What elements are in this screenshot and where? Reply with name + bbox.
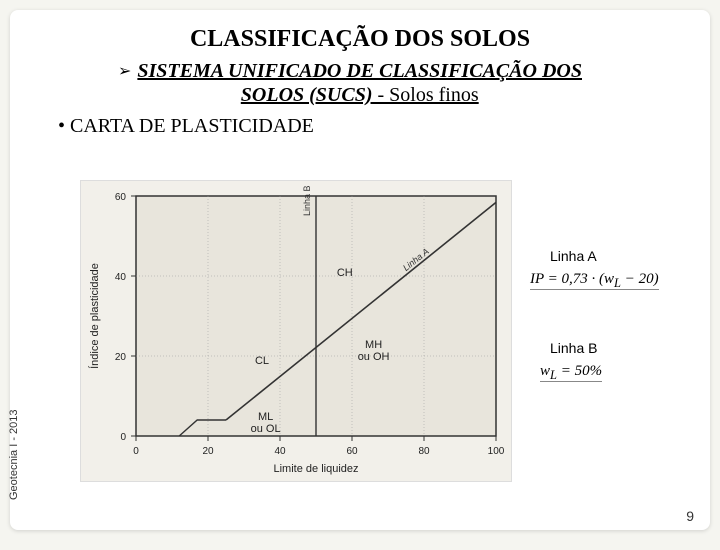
linha-a-label: Linha A: [550, 248, 597, 264]
page-title: CLASSIFICAÇÃO DOS SOLOS: [30, 26, 690, 53]
subtitle-line1: SISTEMA UNIFICADO DE CLASSIFICAÇÃO DOS: [137, 60, 582, 82]
side-label: Geotecnia I - 2013: [8, 409, 20, 500]
subtitle: SISTEMA UNIFICADO DE CLASSIFICAÇÃO DOS S…: [137, 59, 582, 107]
svg-text:20: 20: [115, 352, 127, 363]
linha-b-formula: wL = 50%: [540, 362, 602, 383]
svg-text:20: 20: [202, 446, 214, 457]
slide: CLASSIFICAÇÃO DOS SOLOS ➢ SISTEMA UNIFIC…: [10, 10, 710, 530]
subtitle-line2b: - Solos finos: [372, 84, 478, 106]
svg-text:100: 100: [488, 446, 505, 457]
svg-text:ML: ML: [258, 411, 273, 423]
svg-text:ou OH: ou OH: [358, 351, 390, 363]
svg-text:Linha B: Linha B: [302, 185, 312, 216]
subtitle-line2a: SOLOS (SUCS): [241, 84, 373, 106]
chart-svg: 0 20 40 60 80 100 0 20 40 60 Limite de liquidez Índ…: [81, 181, 511, 481]
svg-text:40: 40: [115, 272, 127, 283]
plasticity-chart: 0 20 40 60 80 100 0 20 40 60 Limite de liquidez Índ…: [80, 180, 512, 482]
svg-text:60: 60: [115, 192, 127, 203]
svg-text:MH: MH: [365, 339, 382, 351]
svg-text:ou OL: ou OL: [251, 423, 281, 435]
svg-text:40: 40: [274, 446, 286, 457]
arrow-icon: ➢: [118, 61, 131, 81]
svg-text:0: 0: [120, 432, 126, 443]
svg-text:60: 60: [346, 446, 358, 457]
linha-b-label: Linha B: [550, 340, 597, 356]
svg-text:Limite de liquidez: Limite de liquidez: [274, 463, 359, 475]
svg-text:Índice de plasticidade: Índice de plasticidade: [88, 263, 101, 369]
subtitle-row: ➢ SISTEMA UNIFICADO DE CLASSIFICAÇÃO DOS…: [70, 59, 630, 107]
page-number: 9: [686, 508, 694, 524]
svg-text:CL: CL: [255, 355, 269, 367]
svg-text:0: 0: [133, 446, 139, 457]
bullet-heading: • CARTA DE PLASTICIDADE: [58, 115, 690, 138]
svg-text:80: 80: [418, 446, 430, 457]
linha-a-formula: IP = 0,73 · (wL − 20): [530, 270, 659, 291]
svg-text:CH: CH: [337, 267, 353, 279]
